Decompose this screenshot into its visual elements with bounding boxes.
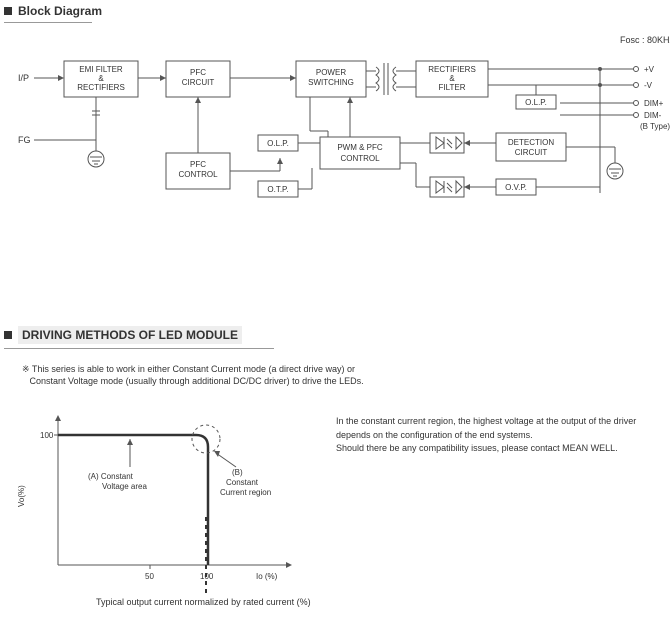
svg-text:O.L.P.: O.L.P.: [525, 98, 547, 107]
section-marker: [4, 7, 12, 15]
opto2-icon: [430, 177, 464, 197]
svg-text:CONTROL: CONTROL: [178, 170, 218, 179]
section2-marker: [4, 331, 12, 339]
svg-text:DIM+: DIM+: [644, 99, 664, 108]
opto1-icon: [430, 133, 464, 153]
svg-text:Io (%): Io (%): [256, 572, 278, 581]
svg-text:CONTROL: CONTROL: [340, 154, 380, 163]
svg-text:DIM-: DIM-: [644, 111, 662, 120]
section2-title: DRIVING METHODS OF LED MODULE: [18, 326, 242, 344]
note-symbol: ※: [22, 364, 30, 374]
svg-text:PFC: PFC: [190, 68, 206, 77]
svg-text:SWITCHING: SWITCHING: [308, 78, 354, 87]
ip-label: I/P: [18, 73, 29, 83]
svg-text:Voltage area: Voltage area: [102, 482, 147, 491]
svg-text:(B Type): (B Type): [640, 122, 670, 131]
svg-text:RECTIFIERS: RECTIFIERS: [77, 83, 125, 92]
svg-text:RECTIFIERS: RECTIFIERS: [428, 65, 476, 74]
chart-caption: Typical output current normalized by rat…: [96, 597, 311, 607]
svg-text:&: &: [449, 74, 455, 83]
svg-text:DETECTION: DETECTION: [508, 138, 554, 147]
svg-text:PWM & PFC: PWM & PFC: [337, 143, 383, 152]
svg-text:Constant: Constant: [226, 478, 259, 487]
svg-text:-V: -V: [644, 81, 653, 90]
svg-text:PFC: PFC: [190, 160, 206, 169]
svg-text:EMI FILTER: EMI FILTER: [79, 65, 123, 74]
note-block: ※ This series is able to work in either …: [22, 363, 670, 387]
svg-text:O.L.P.: O.L.P.: [267, 139, 289, 148]
svg-text:(A) Constant: (A) Constant: [88, 472, 134, 481]
svg-text:+V: +V: [644, 65, 655, 74]
svg-text:CIRCUIT: CIRCUIT: [515, 148, 548, 157]
svg-text:&: &: [98, 74, 104, 83]
svg-text:POWER: POWER: [316, 68, 346, 77]
section1-title: Block Diagram: [18, 4, 102, 18]
svg-text:(B): (B): [232, 468, 243, 477]
body-text: In the constant current region, the high…: [336, 415, 656, 456]
svg-text:Vo(%): Vo(%): [17, 485, 26, 507]
transformer-icon: [376, 63, 396, 95]
svg-text:50: 50: [145, 572, 154, 581]
svg-text:CIRCUIT: CIRCUIT: [182, 78, 215, 87]
fosc-label: Fosc : 80KHz: [620, 35, 670, 45]
ground-icon: [88, 140, 104, 167]
section2-rule: [4, 348, 274, 349]
svg-text:FILTER: FILTER: [439, 83, 466, 92]
fg-label: FG: [18, 135, 31, 145]
block-diagram: Fosc : 80KHz I/P EMI FILTER & RECTIFIERS…: [0, 23, 670, 273]
ground-icon-right: [600, 147, 623, 179]
svg-text:O.V.P.: O.V.P.: [505, 183, 527, 192]
svg-text:100: 100: [40, 431, 54, 440]
svg-text:O.T.P.: O.T.P.: [267, 185, 288, 194]
svg-text:Current region: Current region: [220, 488, 271, 497]
vi-chart: 100 50 100 Io (%) Vo(%) (A) Constant Vol…: [10, 397, 340, 607]
